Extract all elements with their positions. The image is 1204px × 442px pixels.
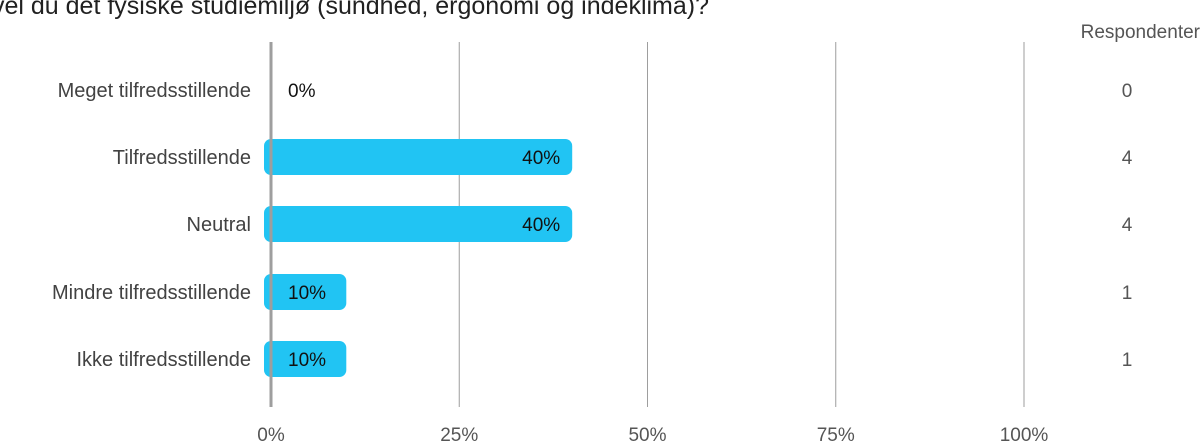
labels: 0% 25% 50% 75% 100% Meget tilfredsstillende 0%… bbox=[52, 42, 1133, 442]
category-label: Mindre tilfredsstillende bbox=[52, 282, 251, 304]
category-label: Tilfredsstillende bbox=[113, 147, 251, 169]
value-label: 40% bbox=[522, 215, 560, 236]
category-label: Meget tilfredsstillende bbox=[58, 80, 251, 102]
x-tick-label: 25% bbox=[440, 425, 478, 442]
value-label: 10% bbox=[288, 350, 326, 371]
chart-title: vel du det fysiske studiemiljø (sundhed,… bbox=[0, 0, 709, 20]
x-tick-label: 0% bbox=[257, 425, 285, 442]
category-label: Ikke tilfredsstillende bbox=[76, 349, 251, 371]
x-tick-label: 75% bbox=[817, 425, 855, 442]
respondent-count: 4 bbox=[1122, 148, 1133, 169]
respondent-count: 4 bbox=[1122, 215, 1133, 236]
category-label: Neutral bbox=[187, 214, 251, 236]
respondent-count: 1 bbox=[1122, 283, 1133, 304]
respondents-header: Respondenter bbox=[1081, 22, 1201, 43]
bars bbox=[264, 139, 572, 377]
value-label: 10% bbox=[288, 283, 326, 304]
value-label: 0% bbox=[288, 81, 316, 102]
x-tick-label: 100% bbox=[1000, 425, 1049, 442]
value-label: 40% bbox=[522, 148, 560, 169]
respondent-count: 0 bbox=[1122, 81, 1133, 102]
x-tick-label: 50% bbox=[628, 425, 666, 442]
respondent-count: 1 bbox=[1122, 350, 1133, 371]
